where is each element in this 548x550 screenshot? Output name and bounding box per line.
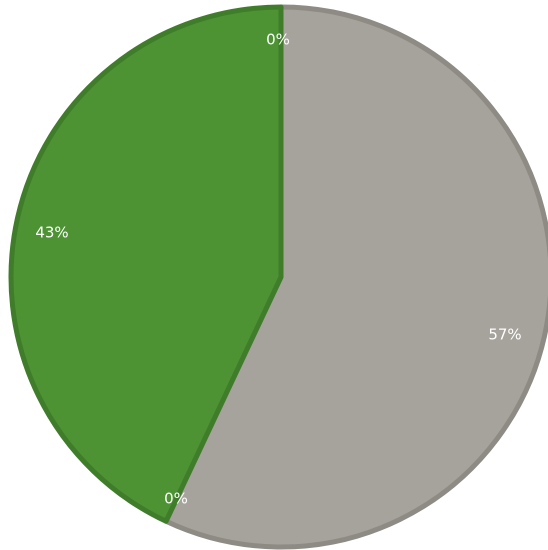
slice-label-2: 43% [35, 224, 68, 242]
pie-labels: 57% 0% 43% 0% [35, 31, 521, 508]
pie-slice-2 [8, 4, 284, 524]
pie-slice-0 [163, 4, 548, 550]
slice-label-3: 0% [266, 31, 290, 49]
pie-slices [8, 4, 548, 550]
slice-label-1: 0% [164, 490, 188, 508]
slice-label-0: 57% [488, 326, 521, 344]
